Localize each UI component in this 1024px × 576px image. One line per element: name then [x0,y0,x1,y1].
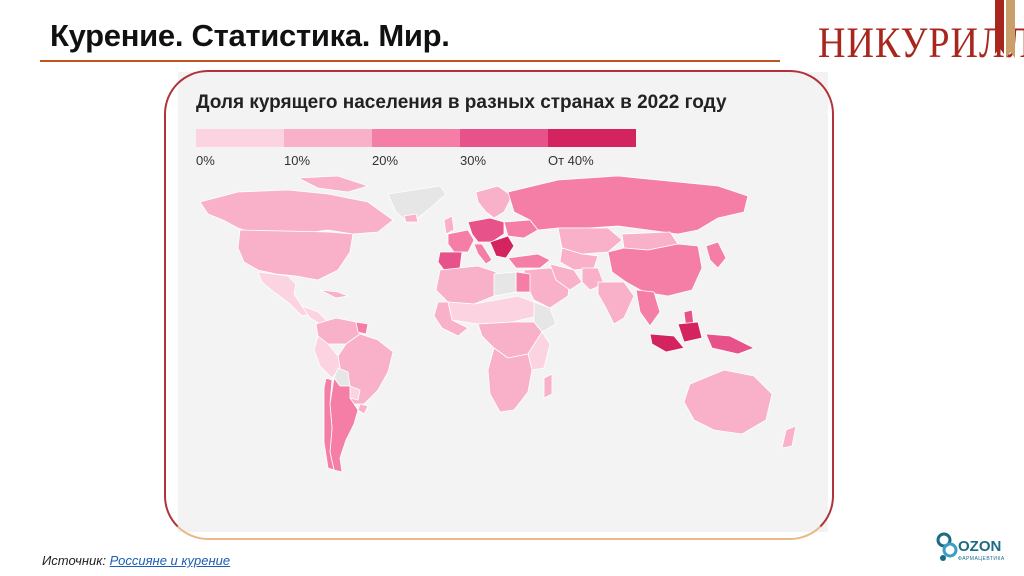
nikurilly-logo: НИКУРИЛЛЫ [818,0,1024,67]
region-north-africa-west [435,265,497,305]
ozon-name: OZON [958,538,1002,555]
source-prefix: Источник: [42,553,110,568]
region-india [597,281,635,325]
region-china [607,243,703,297]
legend-label: 30% [460,153,487,168]
legend-swatch-30 [460,129,548,147]
map-title: Доля курящего населения в разных странах… [196,92,727,113]
legend: 0% 10% 20% 30% От 40% [196,129,656,173]
legend-label: 20% [372,153,399,168]
region-arctic-islands [297,175,369,193]
region-myanmar-thailand [635,289,661,327]
region-caribbean [319,289,349,299]
region-west-africa [433,301,469,337]
legend-swatch-0 [196,129,284,147]
ozon-logo: OZON ФАРМАЦЕВТИКА [936,530,1006,570]
region-madagascar [543,373,553,399]
region-turkey [507,253,551,269]
region-indonesia-west [649,333,685,353]
region-usa [237,229,354,281]
legend-label: 10% [284,153,311,168]
world-map [199,175,797,473]
region-italy [473,243,493,265]
region-new-zealand [781,425,797,449]
legend-swatch-20 [372,129,460,147]
region-ukraine-belarus [503,219,539,239]
title-divider [40,60,780,62]
legend-label: От 40% [548,153,594,168]
logo-text: НИКУРИЛЛЫ [818,19,1024,68]
highlight-frame [164,70,834,540]
source-note: Источник: Россияне и курение [42,553,230,568]
legend-label: 0% [196,153,215,168]
region-central-europe [467,217,505,243]
region-russia [507,175,749,235]
region-australia [683,369,773,435]
ozon-sub: ФАРМАЦЕВТИКА [958,556,1005,562]
region-chile [323,377,335,471]
ozon-mark-icon [936,532,958,561]
region-guianas [355,321,369,335]
region-iceland [403,213,419,223]
legend-swatch-10 [284,129,372,147]
region-uruguay [357,403,369,415]
region-libya [493,271,517,297]
region-iran [549,263,583,291]
region-balkans [489,235,515,259]
legend-swatch-40 [548,129,636,147]
region-indonesia-east [705,333,755,355]
region-korea-japan [705,241,727,269]
region-horn-africa [533,301,557,333]
source-link[interactable]: Россияне и курение [109,553,231,568]
region-france [447,229,475,253]
slide-title: Курение. Статистика. Мир. [50,18,450,53]
map-card: Доля курящего населения в разных странах… [178,72,828,532]
region-greenland [387,185,447,225]
region-southern-africa [487,347,533,413]
region-borneo [677,321,703,343]
region-scandinavia [475,185,513,219]
region-canada [199,189,394,235]
ribbon-icon [995,0,1015,58]
region-uk [443,215,455,235]
